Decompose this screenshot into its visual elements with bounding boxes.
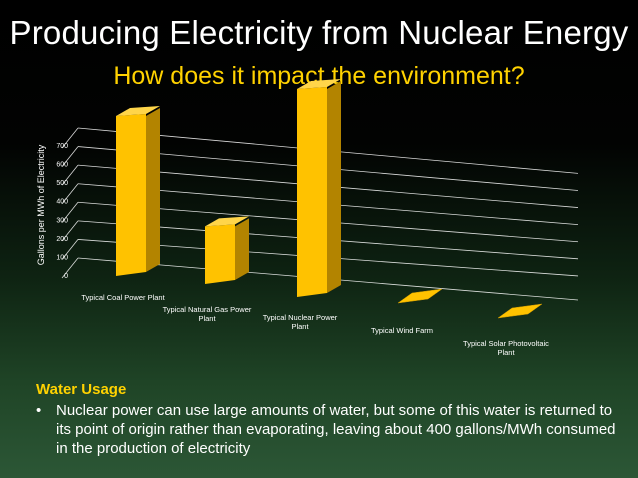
- y-tick-label: 600: [56, 162, 68, 169]
- x-tick-label: Typical Wind Farm: [371, 326, 433, 335]
- bar-2: [297, 79, 341, 297]
- bar-side: [146, 108, 160, 272]
- bullet-marker: •: [36, 402, 42, 419]
- x-tick-label: Typical Nuclear Power Plant: [263, 313, 338, 331]
- gridline-left: [61, 164, 79, 186]
- y-tick-label: 300: [56, 217, 68, 224]
- chart-bars: [116, 79, 543, 319]
- body-text: Water Usage • Nuclear power can use larg…: [36, 380, 616, 458]
- gridline-left: [61, 183, 79, 204]
- y-tick-label: 100: [56, 254, 68, 261]
- bar-side: [235, 218, 249, 280]
- bar-chart: 0 100 200 300 400 500 600 700 Typical Coal Powe…: [36, 79, 549, 357]
- bar-4: [497, 303, 543, 319]
- bar-front: [297, 87, 327, 297]
- y-axis-label: Gallons per MWh of Electricity: [36, 144, 46, 265]
- slide-title: Producing Electricity from Nuclear Energ…: [9, 14, 629, 51]
- y-tick-label: 0: [64, 273, 68, 280]
- x-axis-labels: Typical Coal Power Plant Typical Natural …: [81, 293, 549, 357]
- bar-top: [116, 106, 160, 116]
- gridline-left: [61, 220, 79, 242]
- bar-top: [205, 216, 249, 227]
- x-tick-label: Typical Coal Power Plant: [81, 293, 165, 302]
- bar-1: [205, 216, 249, 284]
- gridline-left: [61, 257, 79, 279]
- bullet-text: Nuclear power can use large amounts of w…: [56, 402, 616, 457]
- bar-flat: [397, 288, 443, 304]
- y-tick-label: 400: [56, 199, 68, 206]
- bar-side: [327, 81, 341, 293]
- x-tick-label: Typical Natural Gas Power Plant: [163, 305, 252, 323]
- section-heading: Water Usage: [36, 381, 127, 398]
- gridline-left: [61, 239, 79, 260]
- bar-3: [397, 288, 443, 304]
- y-tick-label: 700: [56, 143, 68, 150]
- bar-flat: [497, 303, 543, 319]
- bar-top: [297, 79, 341, 89]
- y-axis-ticks: 0 100 200 300 400 500 600 700: [56, 143, 68, 280]
- y-tick-label: 200: [56, 236, 68, 243]
- bullet-item: • Nuclear power can use large amounts of…: [36, 401, 616, 458]
- x-tick-label: Typical Solar Photovoltaic Plant: [463, 339, 549, 357]
- y-tick-label: 500: [56, 180, 68, 187]
- gridline-left: [61, 127, 79, 149]
- bar-front: [116, 114, 146, 276]
- gridline-left: [61, 202, 79, 223]
- bar-front: [205, 224, 235, 284]
- gridline-left: [61, 146, 79, 167]
- bar-0: [116, 106, 160, 276]
